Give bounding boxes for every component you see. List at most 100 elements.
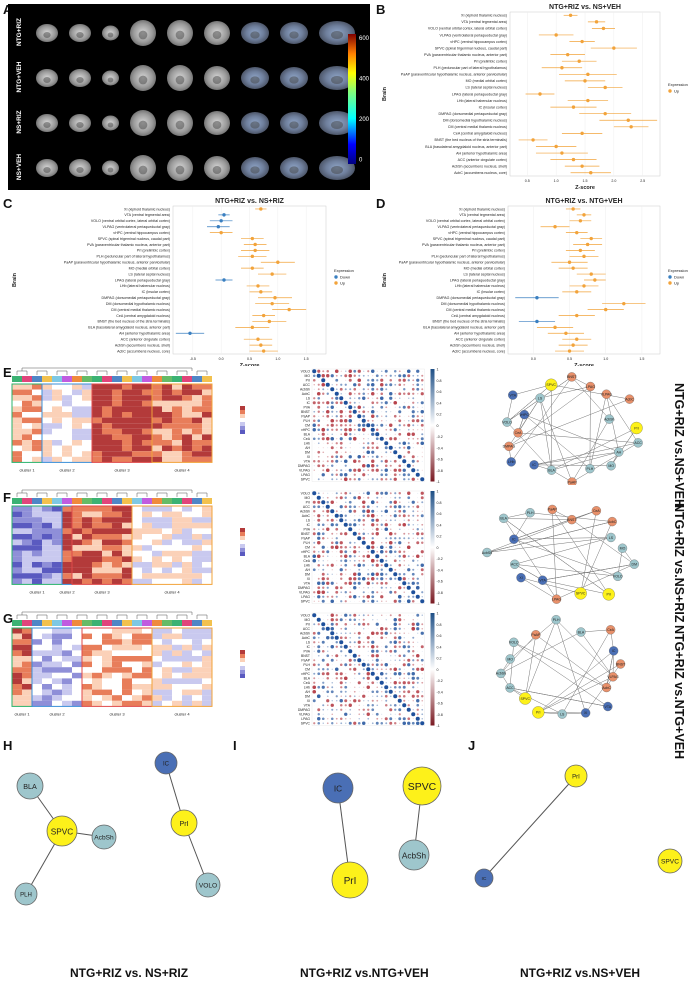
heatmap-cell (22, 628, 32, 634)
heatmap-cell (102, 384, 112, 390)
corr-cell (390, 582, 392, 584)
corr-cell (376, 415, 379, 418)
corr-cell (399, 402, 401, 404)
corr-cell (313, 578, 315, 580)
network-edge (509, 687, 563, 715)
corr-cell (380, 460, 383, 463)
corr-cell (366, 594, 371, 599)
corr-cell (335, 396, 339, 400)
cluster-label: cluster 2 (59, 589, 75, 594)
heatmap-cell (92, 639, 102, 645)
corr-cell (394, 632, 397, 635)
heatmap-cell (162, 562, 172, 568)
corr-cell (381, 641, 383, 643)
corr-cell (349, 465, 351, 467)
heatmap-cell (132, 567, 142, 574)
corr-cell (331, 497, 333, 499)
corr-cell (331, 478, 334, 481)
network-edge (589, 394, 607, 469)
corr-cell (357, 658, 362, 663)
heatmap-cell (162, 440, 172, 446)
heatmap-cell (92, 428, 102, 435)
network-edge (483, 775, 577, 879)
corr-cell (415, 554, 420, 559)
heatmap-cell (142, 400, 152, 407)
corr-cell (327, 420, 329, 422)
corr-cell (326, 509, 330, 513)
corr-cell (416, 541, 420, 545)
corr-cell (384, 717, 388, 721)
corr-cell (330, 387, 335, 392)
column-annotation (12, 498, 22, 504)
heatmap-cell (92, 684, 102, 690)
corr-cell (407, 405, 411, 409)
corr-cell (421, 406, 423, 408)
corr-colorbar-tick: 0.4 (437, 645, 442, 649)
corr-cell (389, 717, 393, 721)
corr-cell (372, 569, 374, 571)
corr-cell (317, 514, 321, 518)
heatmap-cell (192, 689, 202, 696)
network-node (532, 706, 545, 719)
corr-cell (394, 433, 396, 435)
corr-cell (398, 473, 401, 476)
brain-slice-core (212, 166, 222, 174)
network-node-label: PaAP (548, 508, 558, 512)
corr-cell (348, 392, 352, 396)
heatmap-cell (52, 695, 62, 701)
corr-cell (420, 532, 424, 536)
corr-cell (367, 429, 369, 431)
corr-cell (371, 441, 375, 445)
corr-cell (394, 664, 396, 666)
corr-cell (376, 474, 378, 476)
heatmap-cell (132, 667, 142, 673)
heatmap-cell (102, 700, 112, 707)
column-annotation (92, 498, 102, 504)
corr-cell (326, 564, 329, 567)
heatmap-cell (92, 528, 102, 534)
corr-cell (376, 559, 379, 562)
corr-cell (326, 519, 329, 522)
corr-cell (390, 655, 392, 657)
heatmap-cell (192, 678, 202, 684)
heatmap-cell (172, 545, 182, 551)
corr-cell (408, 510, 410, 512)
corr-cell (358, 410, 361, 413)
heatmap-cell (52, 534, 62, 540)
heatmap-cell (202, 573, 212, 579)
corr-cell (370, 391, 375, 396)
corr-cell (335, 523, 339, 527)
corr-cell (420, 514, 424, 518)
corr-cell (420, 437, 424, 441)
corr-cell (402, 405, 406, 409)
heatmap-cell (202, 656, 212, 662)
heatmap-cell (132, 445, 142, 452)
corr-cell (408, 501, 410, 503)
heatmap-cell (192, 445, 202, 452)
column-annotation (172, 498, 182, 504)
network-node (657, 848, 683, 874)
heatmap-cell (12, 456, 22, 463)
corr-cell (348, 405, 353, 410)
corr-cell (385, 497, 387, 499)
corr-cell (330, 631, 335, 636)
corr-cell (411, 500, 415, 504)
corr-cell (370, 572, 375, 577)
heatmap-cell (72, 562, 82, 568)
corr-cell (335, 614, 338, 617)
heatmap-cell (172, 689, 182, 696)
network-node (331, 861, 369, 899)
corr-cell (411, 590, 416, 595)
data-point (568, 13, 573, 17)
corr-cell (372, 713, 374, 715)
corr-cell (312, 428, 316, 432)
corr-cell (340, 433, 343, 436)
heatmap-cell (32, 567, 42, 574)
heatmap-cell (72, 545, 82, 551)
heatmap-cell (32, 689, 42, 696)
corr-cell (318, 415, 320, 417)
y-tick-label: MO (medial orbital cortex) (464, 266, 505, 270)
corr-cell (381, 537, 383, 539)
heatmap-cell (202, 428, 212, 435)
